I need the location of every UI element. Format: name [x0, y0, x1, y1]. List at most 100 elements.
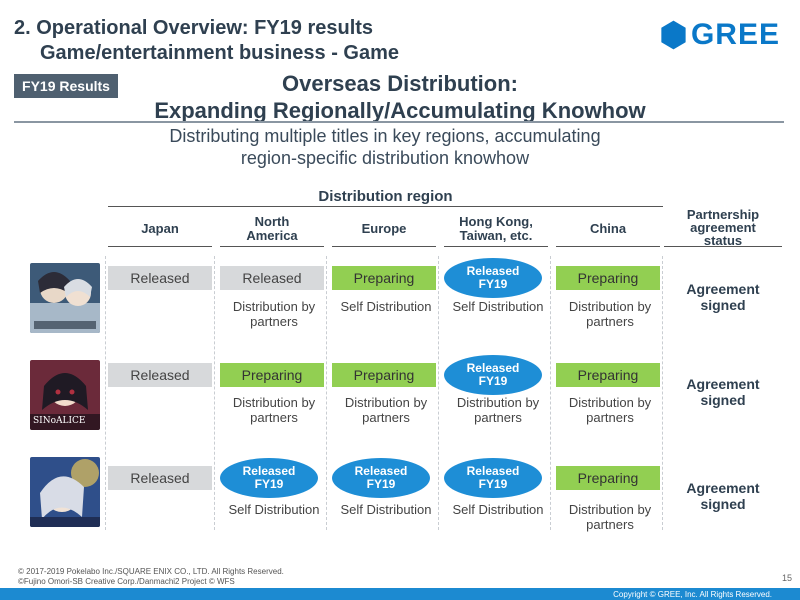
distribution-method-line: Distribution by — [232, 395, 316, 410]
page-number: 15 — [781, 573, 792, 583]
distribution-method-line: Distribution by — [232, 299, 316, 314]
status-text: Preparing — [577, 270, 639, 286]
column-header-line: Japan — [141, 221, 179, 236]
status-cell-oval: Released FY19 — [444, 355, 542, 395]
game-thumbnail-sinoalice: SINoALICE — [30, 360, 100, 430]
page-title-line2: Expanding Regionally/Accumulating Knowho… — [154, 98, 646, 123]
status-cell-released: Released — [108, 466, 212, 490]
column-header-rule — [444, 246, 548, 247]
distribution-method: Distribution by partners — [556, 299, 664, 329]
column-header-text: North America — [246, 215, 297, 243]
distribution-region-header: Distribution region — [318, 188, 453, 205]
agreement-status: Agreement signed — [664, 281, 782, 313]
subtitle-line2: region-specific distribution knowhow — [240, 148, 530, 168]
credit-line: © 2017-2019 Pokelabo Inc./SQUARE ENIX CO… — [18, 567, 284, 576]
distribution-method: Self Distribution — [444, 299, 552, 314]
status-text: Preparing — [577, 470, 639, 486]
distribution-method: Self Distribution — [220, 502, 328, 517]
column-header-line: Hong Kong, — [459, 214, 533, 229]
status-text: Released — [130, 270, 190, 286]
distribution-method-line: Distribution by — [568, 299, 652, 314]
logo-text: GREE — [690, 18, 780, 51]
status-text: Released — [466, 361, 520, 375]
status-text: Released — [242, 270, 302, 286]
status-cell-preparing: Preparing — [332, 363, 436, 387]
credit-line: ©Fujino Omori-SB Creative Corp./Danmachi… — [18, 577, 235, 586]
column-divider — [662, 256, 663, 530]
page-title: Overseas Distribution: Expanding Regiona… — [100, 70, 700, 124]
subtitle: Distributing multiple titles in key regi… — [100, 125, 670, 169]
distribution-method-line: Distribution by — [568, 395, 652, 410]
column-header-text: Hong Kong, Taiwan, etc. — [459, 215, 533, 243]
column-header-text: China — [590, 222, 626, 236]
status-text: Released — [354, 464, 408, 478]
column-header: Japan — [108, 212, 212, 246]
partnership-header-rule — [664, 246, 782, 247]
fy19-results-badge: FY19 Results — [14, 74, 118, 98]
column-divider — [326, 256, 327, 530]
status-cell-preparing: Preparing — [332, 266, 436, 290]
distribution-method-line: partners — [586, 410, 634, 425]
distribution-method-line: Self Distribution — [340, 299, 432, 314]
distribution-method-line: Distribution by — [344, 395, 428, 410]
distribution-method-line: partners — [250, 410, 298, 425]
distribution-method: Distribution by partners — [556, 502, 664, 532]
game-thumbnail-danmachi — [30, 263, 100, 333]
distribution-method: Distribution by partners — [332, 395, 440, 425]
status-text: Preparing — [353, 367, 415, 383]
agreement-status-line: signed — [700, 297, 746, 313]
gree-logo: GREE — [660, 18, 780, 52]
distribution-method-line: Distribution by — [568, 502, 652, 517]
distribution-method-line: partners — [586, 517, 634, 532]
agreement-status-line: Agreement — [686, 281, 760, 297]
column-header-text: Japan — [141, 222, 179, 236]
status-text: Released — [466, 464, 520, 478]
subtitle-line1: Distributing multiple titles in key regi… — [169, 126, 601, 146]
status-cell-released: Released — [220, 266, 324, 290]
column-header-rule — [332, 246, 436, 247]
agreement-status-line: signed — [700, 496, 746, 512]
status-text: Released — [242, 464, 296, 478]
column-header-line: Taiwan, etc. — [459, 228, 533, 243]
column-header-line: Europe — [361, 221, 407, 236]
partnership-header: Partnership agreement status — [664, 208, 782, 247]
status-cell-oval: Released FY19 — [220, 458, 318, 498]
thumbnail-caption: SINoALICE — [33, 416, 86, 426]
footer-credits: © 2017-2019 Pokelabo Inc./SQUARE ENIX CO… — [18, 567, 284, 587]
section-title: 2. Operational Overview: FY19 results Ga… — [14, 16, 399, 66]
column-header-line: North — [254, 214, 290, 229]
status-cell-preparing: Preparing — [556, 363, 660, 387]
agreement-status-line: Agreement — [686, 480, 760, 496]
status-text: Preparing — [241, 367, 303, 383]
distribution-method-line: partners — [250, 314, 298, 329]
column-header-line: China — [589, 221, 627, 236]
column-divider — [550, 256, 551, 530]
footer-bar — [0, 588, 800, 600]
distribution-method-line: Self Distribution — [452, 299, 544, 314]
region-header-rule — [108, 206, 663, 207]
distribution-method: Distribution by partners — [220, 299, 328, 329]
status-cell-preparing: Preparing — [556, 466, 660, 490]
distribution-method: Self Distribution — [332, 502, 440, 517]
column-header: North America — [220, 212, 324, 246]
column-header-rule — [220, 246, 324, 247]
column-header-line: America — [246, 228, 298, 243]
agreement-status: Agreement signed — [664, 480, 782, 512]
status-text: Released — [466, 264, 520, 278]
status-text: Preparing — [577, 367, 639, 383]
title-divider — [14, 121, 784, 123]
column-divider — [214, 256, 215, 530]
partnership-header-line: status — [703, 233, 743, 248]
status-text: Preparing — [353, 270, 415, 286]
column-divider — [105, 256, 106, 530]
agreement-status-line: signed — [700, 392, 746, 408]
section-title-line2: Game/entertainment business - Game — [40, 42, 400, 64]
distribution-method-line: Self Distribution — [452, 502, 544, 517]
column-header: Hong Kong, Taiwan, etc. — [444, 212, 548, 246]
distribution-method: Distribution by partners — [556, 395, 664, 425]
status-cell-released: Released — [108, 363, 212, 387]
distribution-method: Distribution by partners — [220, 395, 328, 425]
agreement-status: Agreement signed — [664, 376, 782, 408]
status-text: FY19 — [254, 477, 284, 491]
game-thumbnail-third-title — [30, 457, 100, 527]
